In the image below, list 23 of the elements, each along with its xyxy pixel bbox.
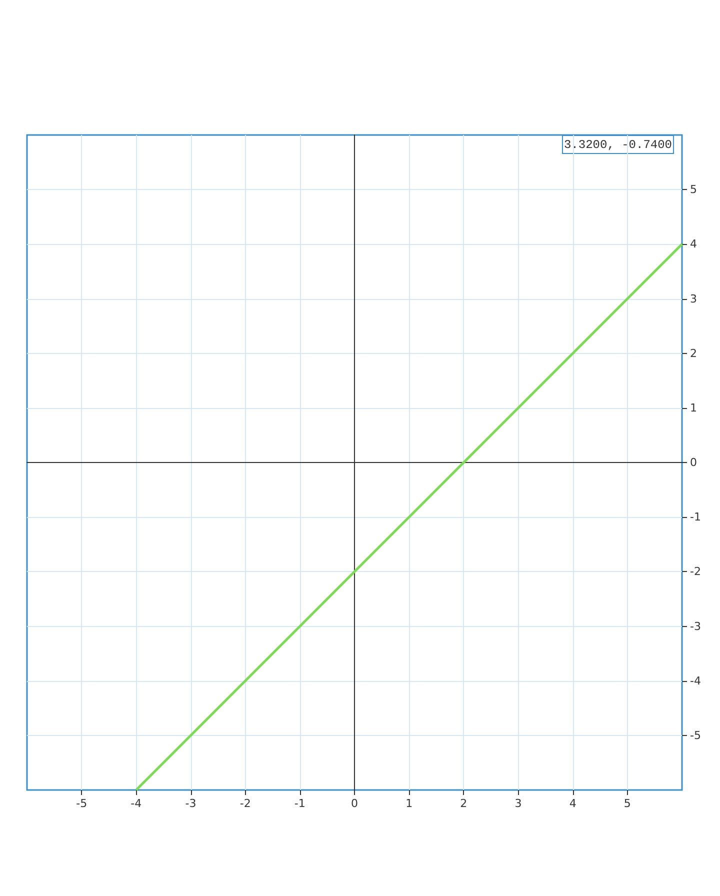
x-tick-label: -1	[294, 797, 306, 810]
x-tick-label: -2	[240, 797, 251, 810]
y-tick-label: 5	[690, 183, 697, 196]
y-tick-label: 3	[690, 292, 697, 306]
y-tick-label: 2	[690, 346, 697, 360]
y-tick-label: 0	[690, 456, 697, 469]
y-tick-label: -1	[690, 510, 701, 524]
x-tick-label: -4	[130, 797, 142, 810]
x-tick-label: 5	[624, 797, 631, 810]
y-tick-label: -2	[690, 565, 701, 578]
y-tick-label: -4	[690, 674, 701, 688]
x-tick-label: 3	[514, 797, 522, 810]
x-tick-label: -3	[185, 797, 196, 810]
annotation: 3.3200, -0.7400	[564, 138, 672, 152]
x-tick-label: -5	[76, 797, 88, 810]
x-tick-label: 2	[460, 797, 468, 810]
y-tick-label: -5	[690, 728, 701, 742]
x-tick-label: 4	[569, 797, 576, 810]
y-tick-label: 4	[690, 238, 697, 251]
x-tick-label: 1	[406, 797, 413, 810]
y-tick-label: 1	[690, 401, 697, 414]
y-tick-label: -3	[690, 620, 701, 633]
x-tick-label: 0	[351, 797, 358, 810]
